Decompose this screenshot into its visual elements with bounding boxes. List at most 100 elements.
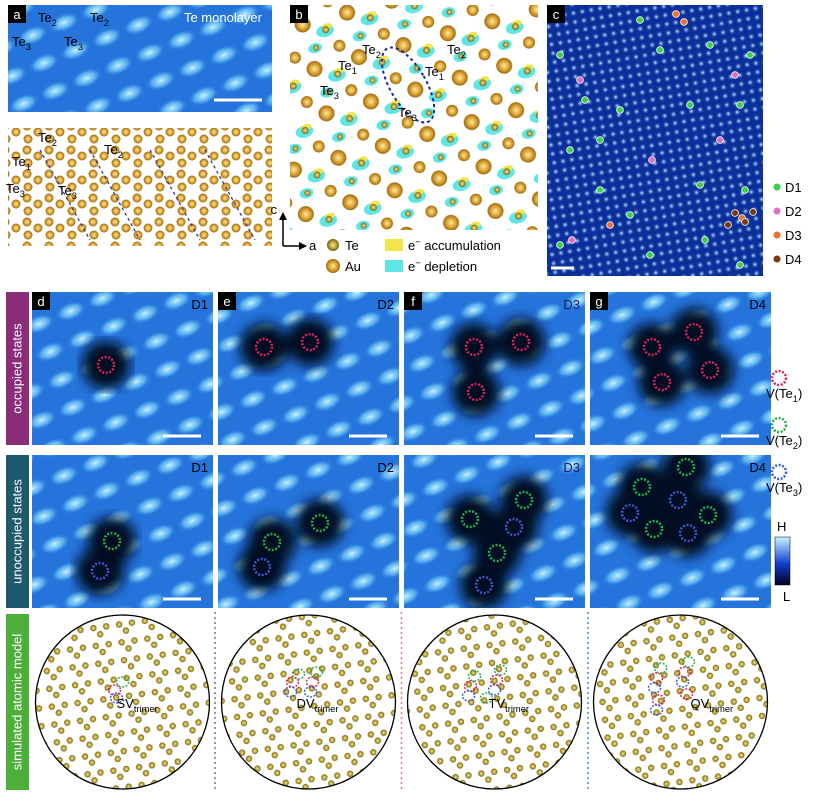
- label-base: Te: [338, 58, 352, 73]
- label-base: Te: [6, 181, 20, 196]
- defect-label: D4: [749, 297, 766, 312]
- label-sub: 1: [793, 394, 798, 404]
- defect-marker: [626, 211, 634, 219]
- vacancy-ring: [487, 543, 507, 563]
- panel-letter-box: [590, 292, 608, 310]
- row-label: occupied states: [9, 323, 24, 414]
- label: SVtrimer: [117, 696, 158, 714]
- label-base: Te: [38, 130, 52, 145]
- defect-region: [82, 341, 130, 389]
- label: e− accumulation: [408, 237, 501, 253]
- model-vacancy: [107, 684, 122, 696]
- label-sub: 1: [352, 66, 357, 76]
- vacancy-ring: [300, 332, 320, 352]
- model-vacancy: [649, 672, 664, 684]
- label-base: Te: [362, 42, 376, 57]
- vacancy-ring: [770, 416, 788, 434]
- vacancy-ring: [652, 372, 672, 392]
- model-vacancy: [489, 674, 504, 686]
- vacancy-ring: [466, 382, 486, 402]
- defect-marker: [568, 236, 576, 244]
- model-vacancy: [463, 680, 478, 692]
- dark-area: [240, 323, 288, 371]
- label-base: Te: [38, 10, 52, 25]
- defect-marker: [606, 221, 614, 229]
- defect-marker: [566, 146, 574, 154]
- defect-marker: [581, 96, 589, 104]
- large-stm-image: [547, 5, 763, 276]
- defect-marker: [616, 106, 624, 114]
- depletion-swatch: [385, 260, 403, 272]
- stm-image: [8, 5, 272, 112]
- defect-marker: [741, 218, 749, 226]
- dark-area: [460, 561, 508, 608]
- model-vacancy: [681, 656, 696, 668]
- defect-region: [606, 455, 732, 557]
- panel-letter: f: [411, 294, 415, 309]
- model-vacancy: [653, 662, 668, 674]
- label-sub: 3: [334, 91, 339, 101]
- panel-letter: g: [595, 294, 602, 309]
- legend-label: D3: [785, 228, 802, 243]
- panel-letter-box: [218, 292, 236, 310]
- label-base: Te: [398, 105, 412, 120]
- panel-letter: d: [37, 294, 44, 309]
- dark-area: [76, 547, 124, 595]
- charge-density-map: [290, 5, 538, 230]
- defect-marker: [696, 181, 704, 189]
- label-sub: trimer: [505, 704, 529, 714]
- label: Te3: [398, 105, 417, 123]
- defect-marker: [716, 136, 724, 144]
- label-sup: −: [415, 258, 420, 268]
- atomic-model: [592, 614, 769, 790]
- colorbar: [774, 536, 791, 586]
- trimer-outline: [380, 46, 436, 124]
- defect-marker: [724, 221, 732, 229]
- model-vacancy: [679, 688, 694, 700]
- legend-label: D2: [785, 204, 802, 219]
- legend-swatch: [773, 183, 781, 191]
- label-rest: ): [798, 480, 802, 495]
- defect-marker: [672, 10, 680, 18]
- legend-swatch: [773, 231, 781, 239]
- defect-region: [238, 499, 344, 591]
- label-base: Te: [345, 238, 359, 253]
- label: Au: [345, 259, 361, 274]
- dark-area: [296, 499, 344, 547]
- defect-region: [76, 517, 136, 595]
- label-sub: 2: [52, 18, 57, 28]
- label-sub: 3: [26, 42, 31, 52]
- label: Te2: [38, 130, 57, 148]
- defect-marker: [636, 16, 644, 24]
- label-sub: 2: [376, 50, 381, 60]
- label: QVtrimer: [691, 696, 734, 714]
- label-sub: trimer: [134, 704, 158, 714]
- legend-label: D4: [785, 252, 802, 267]
- label-base: DV: [297, 696, 315, 711]
- model-vacancy: [649, 704, 664, 716]
- model-vacancy: [291, 668, 306, 680]
- defect-marker: [746, 51, 754, 59]
- vacancy-ring: [102, 531, 122, 551]
- defect-marker: [731, 209, 739, 217]
- label: TVtrimer: [489, 696, 530, 714]
- defect-marker: [749, 208, 757, 216]
- label: Te2: [362, 42, 381, 60]
- vacancy-ring: [90, 561, 110, 581]
- label-base: Te: [104, 142, 118, 157]
- model-vacancy: [283, 686, 298, 698]
- label-rest: depletion: [421, 259, 477, 274]
- label: Te2: [447, 42, 466, 60]
- label: V(Te2): [766, 433, 802, 451]
- label-sub: trimer: [709, 704, 733, 714]
- vacancy-ring: [678, 523, 698, 543]
- dark-area: [446, 495, 494, 543]
- dark-area: [638, 358, 686, 406]
- label: Te3: [64, 34, 83, 52]
- defect-marker: [686, 101, 694, 109]
- vacancy-ring: [642, 337, 662, 357]
- vacancy-ring: [770, 463, 788, 481]
- vacancy-ring: [668, 490, 688, 510]
- side-model: [8, 128, 272, 246]
